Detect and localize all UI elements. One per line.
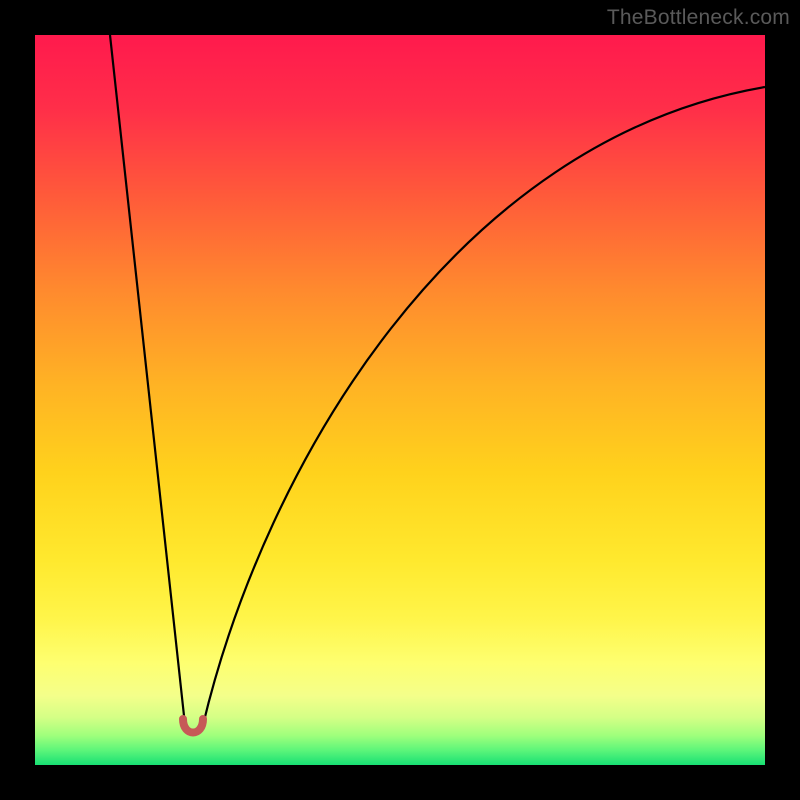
chart-frame: TheBottleneck.com — [0, 0, 800, 800]
curve-left-branch — [110, 35, 185, 725]
valley-marker — [183, 719, 203, 733]
plot-area — [35, 35, 765, 765]
watermark-text: TheBottleneck.com — [607, 6, 790, 30]
curve-layer — [35, 35, 765, 765]
curve-right-branch — [203, 87, 765, 725]
